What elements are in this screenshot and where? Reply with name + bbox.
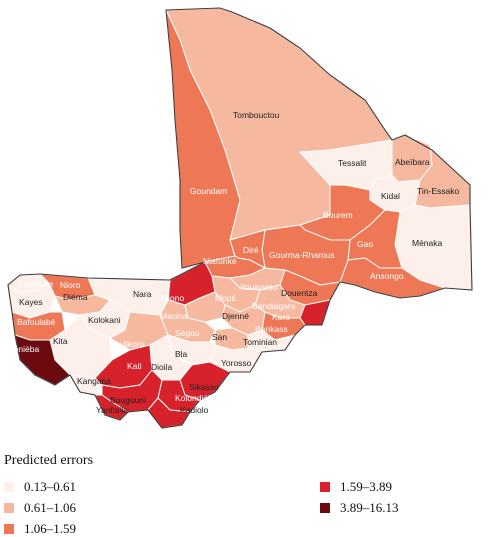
label-mopti: Mopti: [215, 293, 236, 303]
legend-label-2: 0.61–1.06: [24, 500, 76, 515]
label-kolokani: Kolokani: [88, 315, 121, 325]
legend-title: Predicted errors: [4, 453, 94, 468]
label-diema: Diéma: [63, 292, 88, 302]
label-kita: Kita: [53, 336, 68, 346]
label-bafoulabe: Bafoulabé: [17, 317, 56, 327]
label-tombouctou: Tombouctou: [233, 110, 280, 120]
label-youwarou: Youwarou: [240, 282, 278, 292]
label-abeibara: Abeïbara: [395, 157, 430, 167]
legend-item-1: 0.13–0.61: [4, 479, 76, 495]
label-kati: Kati: [127, 361, 142, 371]
legend-swatch-2: [4, 503, 14, 513]
legend-item-3: 1.06–1.59: [4, 521, 76, 537]
label-douentza: Douentza: [281, 288, 318, 298]
country-outline: [7, 7, 473, 429]
label-tin-essako: Tin-Essako: [417, 186, 459, 196]
label-koro: Koro: [272, 312, 290, 322]
label-segou: Ségou: [175, 328, 200, 338]
legend-label-3: 1.06–1.59: [24, 521, 76, 536]
label-dioila: Dioila: [151, 362, 173, 372]
legend-swatch-3: [4, 524, 14, 534]
label-yanfolila: Yanfolila: [96, 405, 128, 415]
legend-swatch-1: [4, 482, 14, 492]
label-bankass: Bankass: [255, 324, 288, 334]
label-kangaba: Kangaba: [77, 376, 111, 386]
label-sikasso: Sikasso: [189, 382, 219, 392]
label-kadiolo: Kadiolo: [180, 405, 209, 415]
label-bourem: Bourem: [323, 210, 353, 220]
label-kayes: Kayes: [19, 297, 43, 307]
label-niono: Niono: [162, 293, 184, 303]
label-tominian: Tominian: [243, 337, 277, 347]
label-ansongo: Ansongo: [370, 271, 404, 281]
label-kenieba: Kéniéba: [8, 344, 39, 354]
legend-swatch-5: [320, 503, 330, 513]
legend-label-4: 1.59–3.89: [340, 479, 392, 494]
legend-item-4: 1.59–3.89: [320, 479, 392, 495]
label-san: San: [212, 332, 227, 342]
label-tessalit: Tessalit: [338, 158, 367, 168]
mali-choropleth-map: Tombouctou Tessalit Abeïbara Goundam Tin…: [7, 7, 473, 429]
label-djenne: Djenné: [222, 311, 249, 321]
legend-item-5: 3.89–16.13: [320, 500, 399, 516]
label-gao: Gao: [357, 239, 373, 249]
legend-label-1: 0.13–0.61: [24, 479, 76, 494]
legend-label-5: 3.89–16.13: [340, 500, 399, 515]
legend-swatch-4: [320, 482, 330, 492]
label-yelimane: Yélimane: [18, 279, 54, 289]
label-bandiagara: Bandiagara: [252, 301, 296, 311]
legend-item-2: 0.61–1.06: [4, 500, 76, 516]
label-kidal: Kidal: [381, 191, 400, 201]
label-niafunke: Niafunké: [203, 256, 237, 266]
label-bougouni: Bougouni: [110, 395, 146, 405]
label-nara: Nara: [133, 289, 152, 299]
label-kolondieba: Kolondiéba: [175, 393, 218, 403]
label-gourma-rharous: Gourma-Rharous: [269, 250, 335, 260]
label-goundam: Goundam: [190, 186, 227, 196]
label-menaka: Ménaka: [412, 238, 443, 248]
label-macina: Macina: [160, 311, 188, 321]
label-bla: Bla: [175, 349, 188, 359]
label-dire: Diré: [243, 245, 259, 255]
label-yorosso: Yorosso: [221, 358, 252, 368]
label-nioro: Nioro: [60, 280, 81, 290]
label-koulikoro: Koulikoro: [109, 339, 145, 349]
